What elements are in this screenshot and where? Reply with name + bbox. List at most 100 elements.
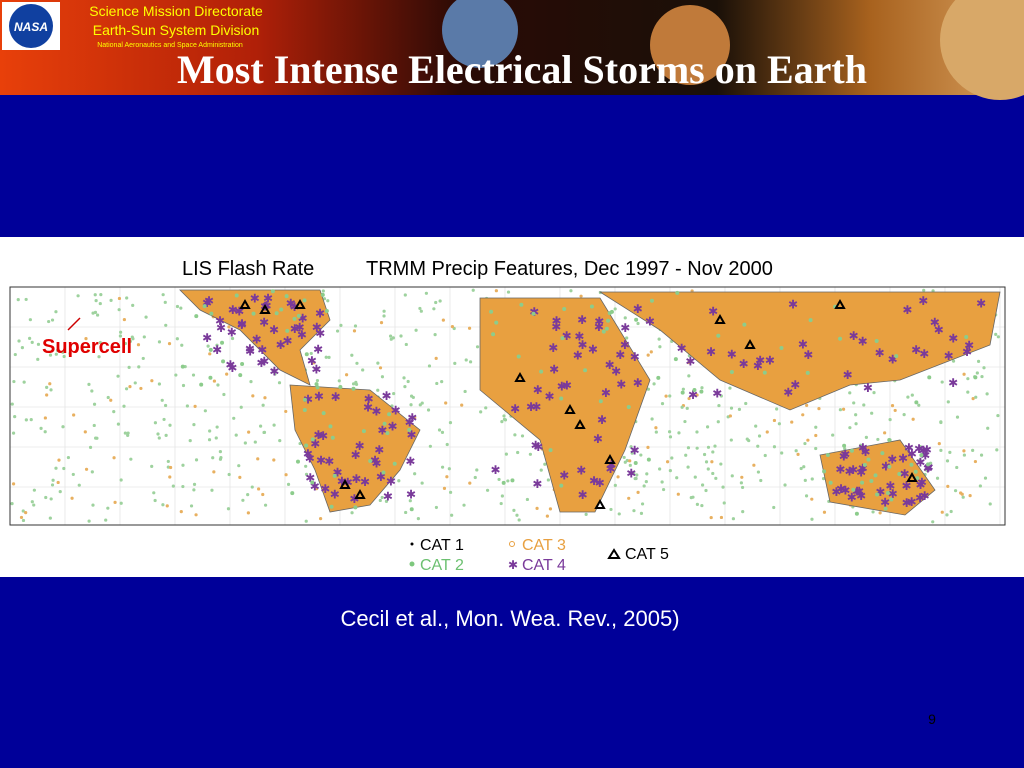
storm-cat4: ✱ xyxy=(283,334,293,348)
storm-dot xyxy=(646,457,651,462)
storm-cat4: ✱ xyxy=(887,452,897,466)
storm-cat4: ✱ xyxy=(858,441,868,455)
storm-dot xyxy=(216,383,220,387)
storm-dot xyxy=(628,463,632,467)
storm-dot xyxy=(504,452,508,456)
storm-cat4: ✱ xyxy=(289,300,299,314)
storm-dot xyxy=(971,448,975,452)
storm-dot xyxy=(376,361,380,365)
storm-dot xyxy=(164,433,168,437)
storm-cat4: ✱ xyxy=(305,452,315,466)
storm-cat5 xyxy=(594,498,606,509)
storm-dot xyxy=(962,372,966,376)
storm-dot xyxy=(548,448,553,453)
storm-dot xyxy=(13,415,17,419)
storm-dot xyxy=(604,326,609,331)
storm-dot xyxy=(131,303,135,307)
storm-dot xyxy=(640,502,645,506)
storm-dot xyxy=(497,477,501,482)
storm-dot xyxy=(654,430,658,434)
storm-dot xyxy=(817,407,821,411)
storm-dot xyxy=(894,354,899,359)
storm-dot xyxy=(28,318,32,322)
storm-cat5 xyxy=(834,298,846,309)
storm-dot xyxy=(918,444,922,449)
storm-dot xyxy=(19,515,24,520)
storm-cat4: ✱ xyxy=(548,341,558,355)
storm-dot xyxy=(428,444,432,448)
storm-dot xyxy=(191,373,196,377)
storm-dot xyxy=(193,404,197,408)
storm-dot xyxy=(163,300,167,304)
storm-dot xyxy=(163,403,168,408)
storm-dot xyxy=(639,511,644,515)
storm-dot xyxy=(380,495,384,500)
storm-dot xyxy=(752,463,756,467)
storm-dot xyxy=(409,403,413,407)
storm-dot xyxy=(962,449,966,453)
storm-dot xyxy=(168,475,172,479)
storm-dot xyxy=(939,420,943,425)
storm-dot xyxy=(462,503,466,507)
storm-cat4: ✱ xyxy=(269,365,279,379)
storm-dot xyxy=(579,294,583,298)
storm-dot xyxy=(48,382,52,386)
storm-dot xyxy=(250,485,254,489)
storm-cat4: ✱ xyxy=(923,462,933,476)
storm-dot xyxy=(613,483,617,487)
legend-label: CAT 3 xyxy=(522,537,566,554)
storm-dot xyxy=(543,462,547,466)
storm-dot xyxy=(45,393,49,397)
storm-cat4: ✱ xyxy=(551,314,561,328)
storm-dot xyxy=(652,382,656,386)
storm-dot xyxy=(83,430,87,434)
storm-dot xyxy=(994,332,998,336)
logo-disc xyxy=(9,4,53,48)
storm-dot xyxy=(152,491,156,495)
storm-dot xyxy=(756,444,760,448)
storm-cat4: ✱ xyxy=(370,453,380,467)
storm-cat4: ✱ xyxy=(526,400,536,414)
storm-cat4: ✱ xyxy=(915,491,925,505)
storm-dot xyxy=(927,375,932,380)
storm-dot xyxy=(237,464,241,468)
storm-dot xyxy=(168,423,172,427)
storm-dot xyxy=(684,453,688,457)
storm-dot xyxy=(378,498,382,503)
storm-dot xyxy=(762,370,767,375)
storm-cat4: ✱ xyxy=(228,303,238,317)
storm-cat4: ✱ xyxy=(351,448,361,462)
storm-dot xyxy=(731,517,735,521)
storm-dot xyxy=(685,406,689,410)
storm-dot xyxy=(859,443,863,447)
storm-dot xyxy=(22,380,26,384)
storm-dot xyxy=(130,335,134,339)
storm-dot xyxy=(888,418,892,422)
storm-dot xyxy=(982,366,986,370)
storm-dot xyxy=(109,398,113,402)
storm-cat4: ✱ xyxy=(234,305,244,319)
storm-cat4: ✱ xyxy=(918,444,928,458)
storm-cat4: ✱ xyxy=(594,314,604,328)
storm-dot xyxy=(974,395,978,399)
storm-dot xyxy=(384,499,389,504)
storm-dot xyxy=(995,448,999,452)
storm-cat4: ✱ xyxy=(915,478,925,492)
storm-dot xyxy=(312,361,316,365)
legend-marker xyxy=(410,542,414,546)
storm-dot xyxy=(479,410,483,414)
storm-cat4: ✱ xyxy=(597,413,607,427)
storm-dot xyxy=(513,433,517,437)
storm-dot xyxy=(512,508,516,512)
storm-cat4: ✱ xyxy=(849,329,859,343)
storm-dot xyxy=(302,298,307,303)
storm-dot xyxy=(500,420,504,424)
storm-dot xyxy=(253,440,257,444)
storm-dot xyxy=(660,401,665,406)
storm-cat4: ✱ xyxy=(901,479,911,493)
storm-cat4: ✱ xyxy=(331,390,341,404)
storm-dot xyxy=(460,403,464,407)
storm-dot xyxy=(361,429,366,434)
storm-dot xyxy=(440,380,444,384)
storm-dot xyxy=(729,406,734,410)
